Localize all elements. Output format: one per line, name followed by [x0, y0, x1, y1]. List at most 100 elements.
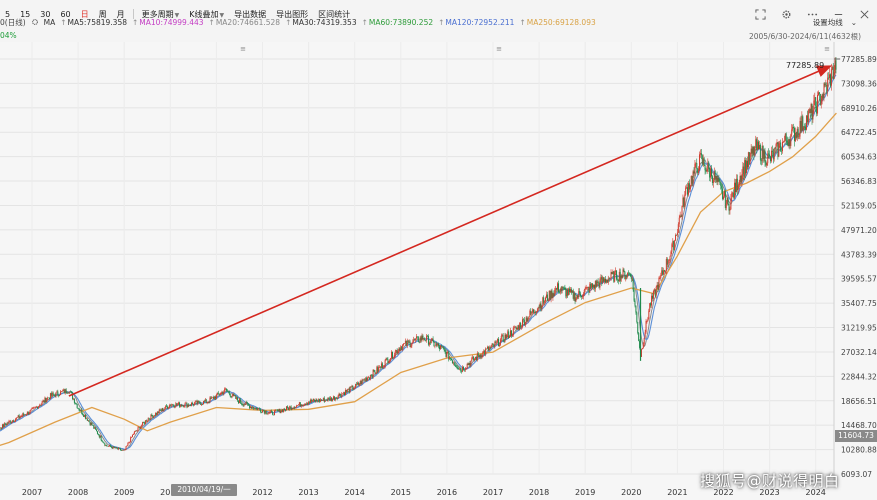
timeframe-tab-日[interactable]: 日 — [80, 9, 89, 19]
ma-indicator-name: MA — [43, 18, 56, 27]
candle-body — [321, 399, 323, 401]
candle-body — [604, 278, 606, 282]
candle-body — [708, 162, 710, 169]
candle-body — [736, 178, 738, 191]
candle-body — [356, 383, 358, 385]
more-icon[interactable] — [805, 7, 819, 21]
candle-body — [543, 297, 545, 303]
candle-body — [529, 310, 531, 317]
x-tick-label: 2021 — [667, 488, 687, 497]
candle-body — [295, 407, 297, 409]
candle-body — [567, 289, 569, 296]
chevron-down-icon[interactable]: ⌄ — [850, 18, 857, 27]
candle-body — [554, 289, 556, 296]
candle-body — [74, 402, 76, 404]
candle-body — [679, 215, 681, 218]
export-data-button[interactable]: 导出数据 — [229, 9, 271, 20]
candle-body — [664, 270, 666, 272]
candle-body — [562, 286, 564, 288]
candle-body — [498, 338, 500, 347]
trend-arrow-icon: ↑ — [361, 18, 368, 27]
candle-body — [389, 359, 391, 363]
candle-body — [518, 325, 520, 330]
candle-body — [122, 450, 124, 451]
candle-body — [263, 410, 265, 414]
candle-body — [556, 288, 558, 290]
candle-body — [805, 127, 807, 130]
candle-body — [827, 77, 829, 92]
candle-body — [140, 426, 142, 429]
candle-body — [796, 128, 798, 138]
candle-body — [271, 410, 273, 412]
candle-body — [480, 354, 482, 358]
fullscreen-icon[interactable] — [753, 7, 767, 21]
candle-body — [427, 336, 429, 345]
candle-body — [188, 404, 190, 406]
candle-body — [462, 366, 464, 370]
y-tick-label: 6093.07 — [841, 470, 872, 479]
candle-body — [738, 184, 740, 186]
timeframe-tab-月[interactable]: 月 — [116, 9, 125, 19]
ma-value: MA5:75819.358 — [67, 18, 127, 27]
kline-overlay-menu[interactable]: K线叠加▼ — [184, 9, 229, 20]
candle-body — [423, 338, 425, 340]
x-tick-label: 2015 — [391, 488, 411, 497]
candle-body — [594, 280, 596, 289]
candle-body — [185, 402, 187, 404]
timeframe-tab-5[interactable]: 5 — [5, 9, 11, 19]
candle-body — [578, 291, 580, 298]
close-icon[interactable] — [857, 7, 871, 21]
candle-body — [128, 442, 130, 444]
candle-body — [130, 437, 132, 443]
candle-body — [792, 126, 794, 130]
candle-body — [829, 74, 831, 78]
candle-body — [410, 345, 412, 347]
candle-body — [319, 398, 321, 402]
candle-body — [258, 408, 260, 410]
export-chart-button[interactable]: 导出图形 — [271, 9, 313, 20]
candle-body — [369, 375, 371, 379]
candle-body — [220, 392, 222, 395]
minimize-icon[interactable] — [831, 7, 845, 21]
candle-body — [47, 397, 49, 400]
candle-body — [698, 170, 700, 174]
candle-body — [745, 160, 747, 174]
candle-body — [585, 287, 587, 289]
candle-body — [382, 366, 384, 368]
candle-body — [40, 403, 42, 406]
candle-body — [779, 142, 781, 144]
candle-body — [264, 410, 266, 414]
candle-body — [331, 397, 333, 401]
ma-settings-button[interactable]: 设置均线 — [812, 18, 843, 27]
candle-body — [250, 406, 252, 409]
candle-body — [622, 269, 624, 278]
timeframe-tab-周[interactable]: 周 — [98, 9, 107, 19]
timeframe-tab-60[interactable]: 60 — [60, 9, 71, 19]
candle-body — [120, 450, 122, 451]
timeframe-tab-30[interactable]: 30 — [40, 9, 51, 19]
candle-body — [473, 356, 475, 361]
candle-body — [146, 420, 148, 422]
timeframe-tab-15[interactable]: 15 — [20, 9, 31, 19]
settings-icon[interactable] — [31, 18, 39, 28]
interval-stats-button[interactable]: 区间统计 — [313, 9, 355, 20]
more-periods-menu[interactable]: 更多周期▼ — [137, 9, 185, 20]
candle-body — [217, 392, 219, 395]
candle-body — [13, 421, 15, 422]
candle-body — [472, 356, 474, 359]
candle-body — [536, 310, 538, 313]
candle-body — [377, 367, 379, 372]
candle-body — [230, 396, 232, 397]
settings-icon[interactable] — [779, 7, 793, 21]
candle-body — [71, 391, 73, 394]
candle-body — [676, 232, 678, 236]
candle-body — [523, 319, 525, 326]
candle-body — [454, 364, 456, 366]
candle-body — [653, 289, 655, 292]
candle-body — [215, 394, 217, 399]
candle-body — [26, 411, 28, 415]
candle-body — [630, 276, 632, 279]
candle-body — [267, 413, 269, 414]
candle-body — [246, 401, 248, 404]
